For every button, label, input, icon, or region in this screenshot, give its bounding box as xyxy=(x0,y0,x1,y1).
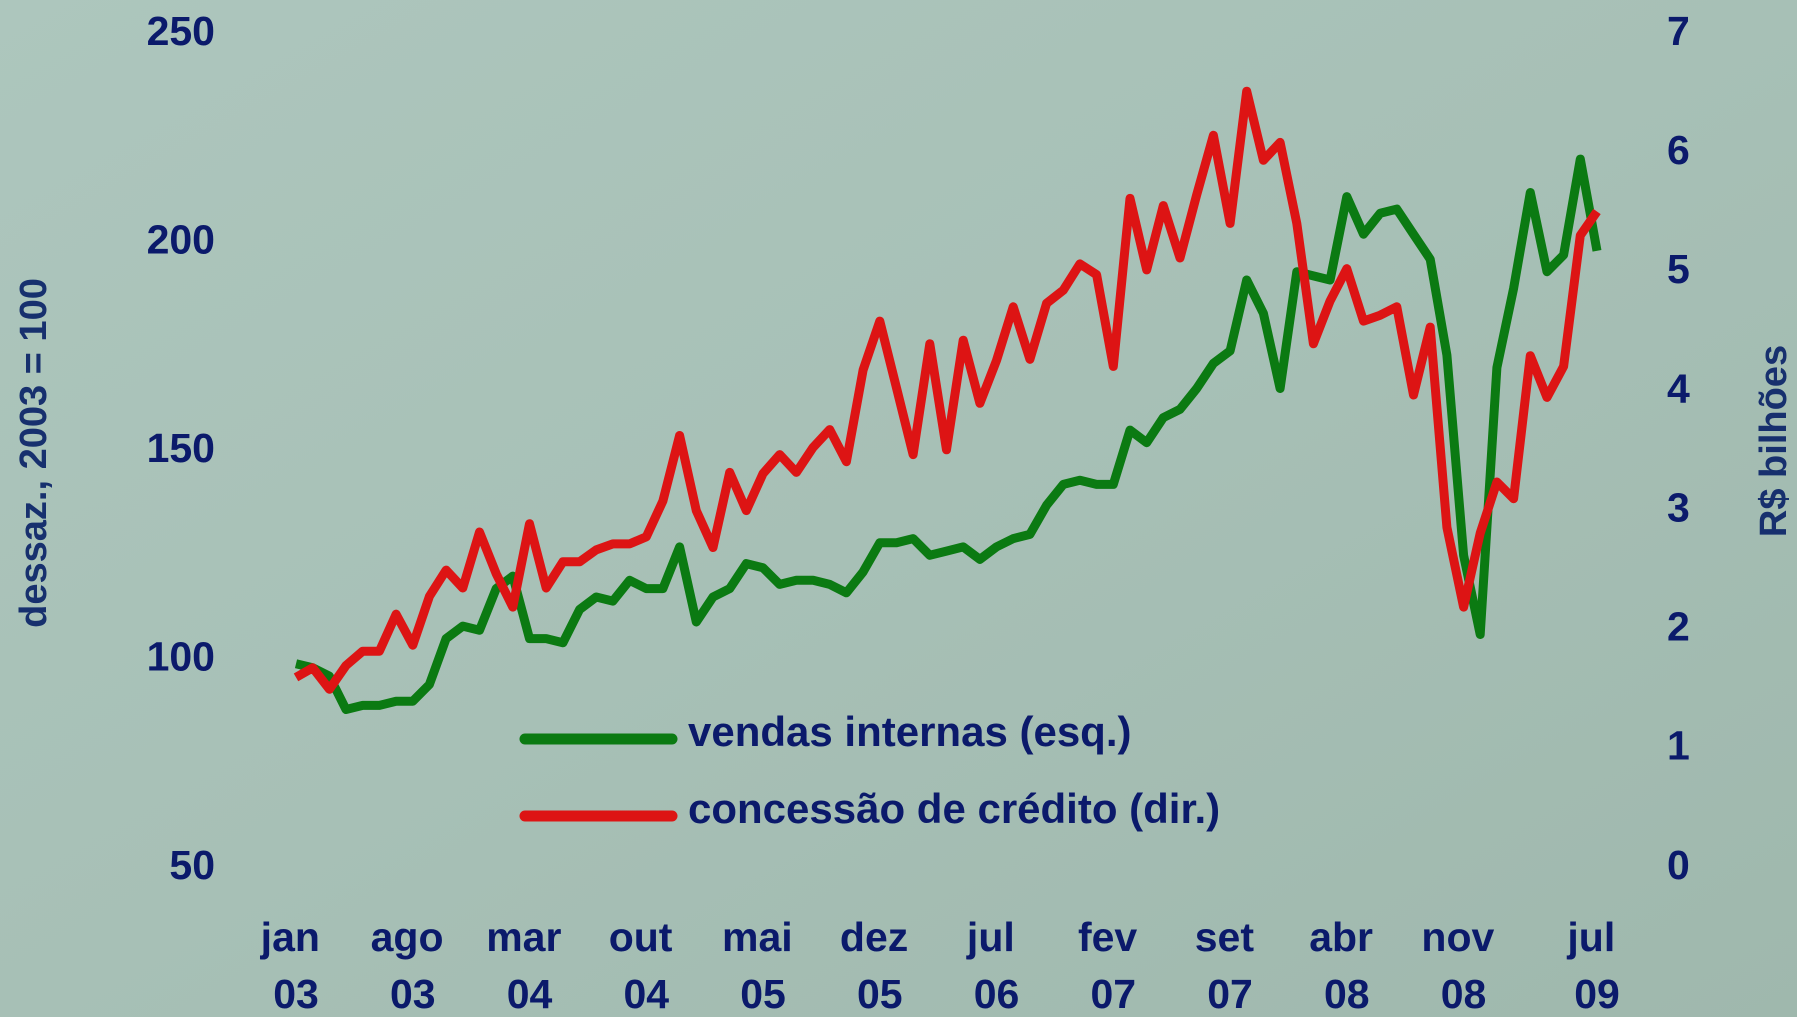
x-tick-label: mai 05 xyxy=(722,914,804,1017)
y2-tick-label: 5 xyxy=(1667,246,1690,292)
y2-tick-label: 1 xyxy=(1667,723,1690,769)
x-tick-label: ago 03 xyxy=(371,914,455,1017)
legend-label: vendas internas (esq.) xyxy=(688,708,1131,755)
line-series xyxy=(293,86,1601,694)
x-tick-label: jan 03 xyxy=(260,914,332,1017)
x-tick-label: abr 08 xyxy=(1309,914,1384,1017)
y2-tick-label: 2 xyxy=(1667,604,1690,650)
y2-tick-label: 0 xyxy=(1667,842,1690,888)
x-tick-label: fev 07 xyxy=(1078,914,1149,1017)
y2-tick-label: 3 xyxy=(1667,484,1690,530)
x-tick-label: out 04 xyxy=(609,914,684,1017)
y2-tick-label: 6 xyxy=(1667,127,1690,173)
y2-axis-title: R$ bilhões xyxy=(1753,345,1795,537)
x-tick-label: jul 06 xyxy=(966,914,1026,1017)
x-tick-label: mar 04 xyxy=(486,914,573,1017)
y2-tick-label: 7 xyxy=(1667,8,1690,54)
y-tick-label: 100 xyxy=(147,633,215,679)
y-tick-label: 50 xyxy=(169,842,215,888)
x-tick-label: dez 05 xyxy=(840,914,920,1017)
y-axis-title: dessaz., 2003 = 100 xyxy=(13,278,55,628)
y-tick-label: 200 xyxy=(147,216,215,262)
x-tick-label: jul 09 xyxy=(1566,914,1626,1017)
x-tick-label: nov 08 xyxy=(1421,914,1505,1017)
y2-tick-label: 4 xyxy=(1667,365,1690,411)
legend-label: concessão de crédito (dir.) xyxy=(688,785,1220,832)
y-tick-label: 150 xyxy=(147,425,215,471)
line-series xyxy=(294,154,1602,714)
x-tick-label: set 07 xyxy=(1195,914,1266,1017)
y-tick-label: 250 xyxy=(147,8,215,54)
